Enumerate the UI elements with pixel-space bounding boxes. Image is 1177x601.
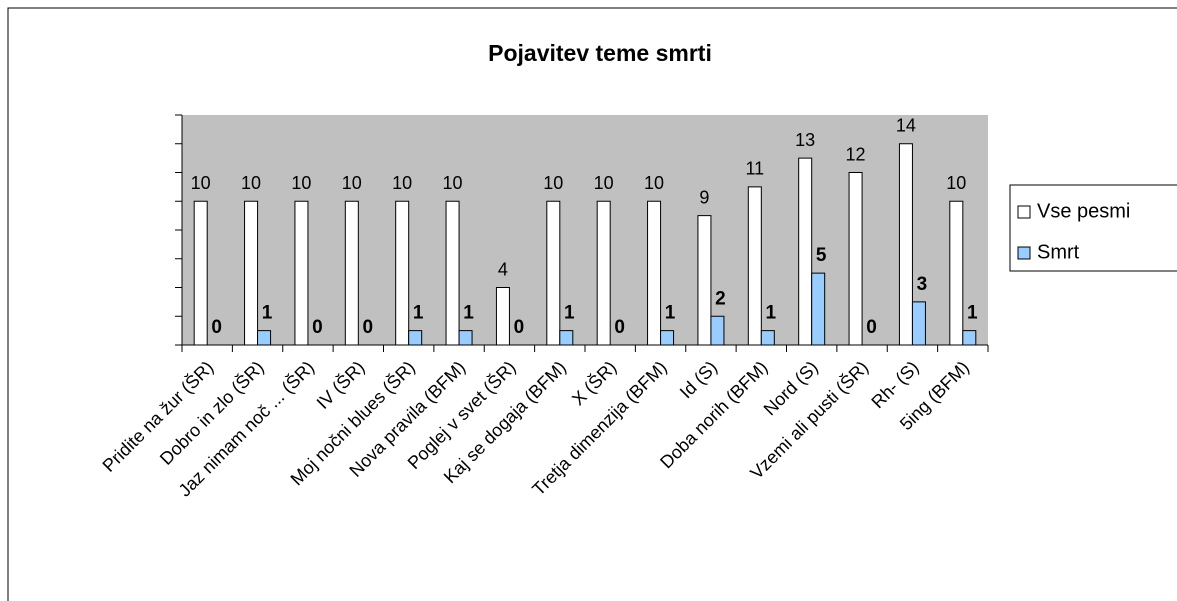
data-label: 4 (498, 259, 508, 279)
bar (445, 200, 460, 346)
bar (949, 200, 964, 346)
bar (193, 200, 208, 346)
data-label: 11 (745, 159, 764, 179)
bar (257, 330, 272, 346)
bar (408, 330, 423, 346)
data-label: 10 (946, 173, 966, 193)
bar (848, 172, 863, 346)
data-label: 13 (795, 130, 815, 150)
data-label: 12 (846, 144, 866, 164)
bar (559, 330, 574, 346)
bar (898, 143, 913, 346)
bar (697, 215, 712, 346)
chart-title: Pojavitev teme smrti (488, 40, 712, 66)
data-label: 3 (917, 274, 928, 295)
data-label: 1 (463, 303, 474, 324)
legend-label: Smrt (1037, 241, 1080, 263)
bar (911, 301, 926, 346)
bar (344, 200, 359, 346)
legend-label: Vse pesmi (1037, 200, 1130, 222)
data-label: 10 (392, 173, 412, 193)
bar (458, 330, 473, 346)
bar (710, 315, 725, 346)
data-label: 0 (211, 317, 222, 338)
bar (495, 287, 510, 346)
bar (660, 330, 675, 346)
data-label: 10 (543, 173, 563, 193)
data-label: 10 (191, 173, 211, 193)
bar (798, 157, 813, 346)
bar (811, 272, 826, 346)
data-label: 10 (342, 173, 362, 193)
bar (760, 330, 775, 346)
bar (647, 200, 662, 346)
data-label: 0 (866, 317, 877, 338)
data-label: 0 (312, 317, 323, 338)
data-label: 5 (816, 245, 827, 266)
data-label: 9 (699, 187, 709, 207)
legend-swatch (1017, 246, 1031, 260)
data-label: 1 (967, 303, 978, 324)
bar (244, 200, 259, 346)
data-label: 0 (514, 317, 525, 338)
bar (395, 200, 410, 346)
data-label: 10 (291, 173, 311, 193)
data-label: 1 (262, 303, 273, 324)
legend-box (1009, 184, 1177, 272)
data-label: 2 (715, 288, 726, 309)
data-label: 10 (241, 173, 261, 193)
bar (596, 200, 611, 346)
data-label: 0 (614, 317, 625, 338)
bar (546, 200, 561, 346)
legend-swatch (1017, 205, 1031, 219)
bar (747, 186, 762, 346)
data-label: 1 (413, 303, 424, 324)
data-label: 1 (766, 303, 777, 324)
data-label: 0 (363, 317, 374, 338)
data-label: 10 (443, 173, 463, 193)
data-label: 1 (665, 303, 676, 324)
data-label: 10 (644, 173, 664, 193)
bar (294, 200, 309, 346)
data-label: 10 (594, 173, 614, 193)
data-label: 14 (896, 116, 916, 136)
bar (962, 330, 977, 346)
data-label: 1 (564, 303, 575, 324)
